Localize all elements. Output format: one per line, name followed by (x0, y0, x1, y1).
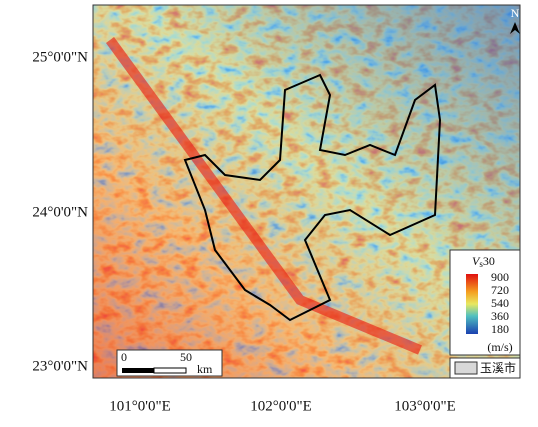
legend-title: Vs30 (472, 254, 495, 269)
scale-end: 50 (180, 350, 192, 364)
lat-label: 23°0'0"N (32, 358, 88, 374)
legend-tick-label: 360 (491, 309, 509, 323)
legend-tick-label: 540 (491, 296, 509, 310)
page: {"map": { "lat_labels": ["25°0'0\"N", "2… (0, 0, 538, 422)
lon-label: 103°0'0"E (394, 398, 456, 414)
scale-unit: km (197, 362, 213, 376)
lon-label: 101°0'0"E (109, 398, 171, 414)
boundary-label: 玉溪市 (480, 360, 516, 375)
scale-start: 0 (121, 350, 127, 364)
color-bar (466, 274, 478, 334)
lat-label: 24°0'0"N (32, 204, 88, 220)
legend-title-rest: 30 (483, 254, 495, 268)
map-figure: 25°0'0"N 24°0'0"N 23°0'0"N 101°0'0"E 102… (0, 0, 538, 422)
legend-tick-label: 180 (491, 322, 509, 336)
scale-bar: 0 50 km (117, 350, 222, 376)
north-label: N (511, 6, 520, 20)
lon-label: 102°0'0"E (250, 398, 312, 414)
legend-tick-label: 900 (491, 270, 509, 284)
legend-unit: (m/s) (487, 340, 512, 354)
lat-label: 25°0'0"N (32, 49, 88, 65)
legend-tick-label: 720 (491, 283, 509, 297)
